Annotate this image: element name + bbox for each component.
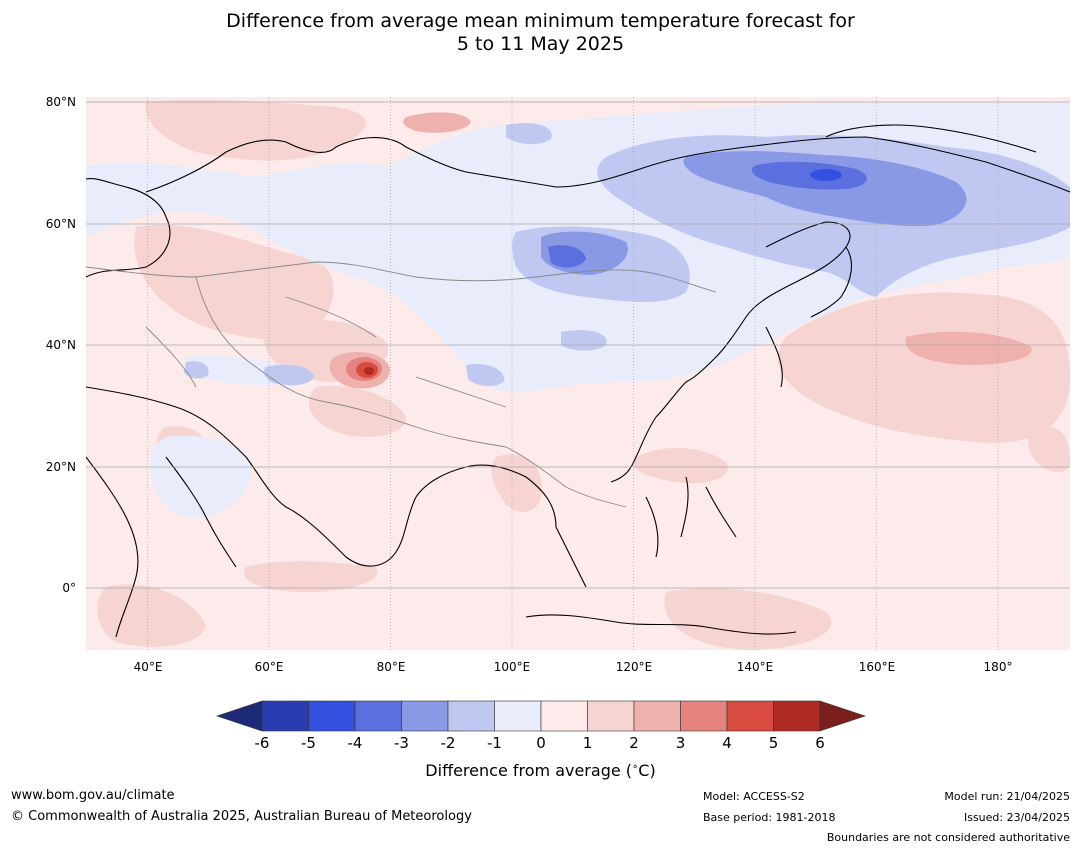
- latitude-lines: [86, 101, 1070, 589]
- lon-label-140e: 140°E: [736, 660, 774, 674]
- lat-label-80n: 80°N: [45, 95, 76, 109]
- title-line-2: 5 to 11 May 2025: [456, 33, 625, 55]
- colorbar-swatch: [308, 700, 356, 732]
- colorbar-tick-label: 3: [676, 734, 686, 752]
- colorbar-tick-label: -6: [255, 734, 270, 752]
- title-line-1: Difference from average mean minimum tem…: [226, 10, 855, 32]
- degree-symbol: ∘: [632, 761, 639, 773]
- colorbar-max-extend: [819, 700, 866, 732]
- colorbar-swatch: [494, 700, 542, 732]
- map-title: Difference from average mean minimum tem…: [0, 10, 1081, 56]
- disclaimer-text: Boundaries are not considered authoritat…: [826, 831, 1070, 844]
- anomaly-warm-5-6: [364, 367, 374, 375]
- colorbar-swatch: [540, 700, 588, 732]
- lat-label-40n: 40°N: [45, 338, 76, 352]
- model-run-text: Model run: 21/04/2025: [944, 790, 1070, 803]
- colorbar-tick-label: 1: [583, 734, 593, 752]
- colorbar-tick-label: 4: [722, 734, 732, 752]
- model-text: Model: ACCESS-S2: [703, 790, 805, 803]
- colorbar-swatch: [587, 700, 635, 732]
- colorbar-tick-label: 6: [815, 734, 825, 752]
- lon-label-60e: 60°E: [254, 660, 284, 674]
- anomaly-cool-3-4: [548, 161, 867, 268]
- lon-label-40e: 40°E: [133, 660, 163, 674]
- colorbar-swatch: [401, 700, 449, 732]
- colorbar-swatch: [261, 700, 309, 732]
- colorbar-tick-label: -1: [487, 734, 502, 752]
- lat-label-20n: 20°N: [45, 460, 76, 474]
- colorbar-legend: -6 -5 -4 -3 -2 -1 0 1 2 3 4 5 6: [216, 700, 866, 752]
- base-period-text: Base period: 1981-2018: [703, 811, 836, 824]
- anomaly-cool-4-5: [810, 169, 842, 181]
- colorbar-unit: C): [638, 761, 656, 780]
- colorbar-swatch: [773, 700, 821, 732]
- colorbar-min-extend: [216, 700, 263, 732]
- lat-label-60n: 60°N: [45, 217, 76, 231]
- colorbar-tick-label: -3: [394, 734, 409, 752]
- coastlines: [86, 124, 1070, 638]
- colorbar-label-text: Difference from average (: [425, 761, 633, 780]
- colorbar-swatch: [633, 700, 681, 732]
- lon-label-180: 180°: [983, 660, 1013, 674]
- lon-label-80e: 80°E: [376, 660, 406, 674]
- lon-label-160e: 160°E: [858, 660, 896, 674]
- lat-label-0: 0°: [62, 581, 76, 595]
- lon-label-120e: 120°E: [615, 660, 653, 674]
- colorbar-tick-label: 5: [769, 734, 779, 752]
- colorbar-swatch: [680, 700, 728, 732]
- issued-text: Issued: 23/04/2025: [963, 811, 1070, 824]
- copyright-text: © Commonwealth of Australia 2025, Austra…: [11, 809, 472, 824]
- colorbar-tick-label: -5: [301, 734, 316, 752]
- colorbar-tick-label: 2: [629, 734, 639, 752]
- country-borders: [86, 261, 717, 508]
- lon-label-100e: 100°E: [493, 660, 531, 674]
- colorbar-swatch: [447, 700, 495, 732]
- colorbar-swatch: [726, 700, 774, 732]
- colorbar-title: Difference from average (∘C): [0, 761, 1081, 780]
- colorbar-tick-label: -2: [441, 734, 456, 752]
- temperature-anomaly-map: [86, 97, 1070, 650]
- colorbar-tick-label: 0: [536, 734, 546, 752]
- website-text: www.bom.gov.au/climate: [11, 788, 175, 803]
- colorbar-swatch: [354, 700, 402, 732]
- colorbar-tick-label: -4: [348, 734, 363, 752]
- graticule: [147, 97, 999, 650]
